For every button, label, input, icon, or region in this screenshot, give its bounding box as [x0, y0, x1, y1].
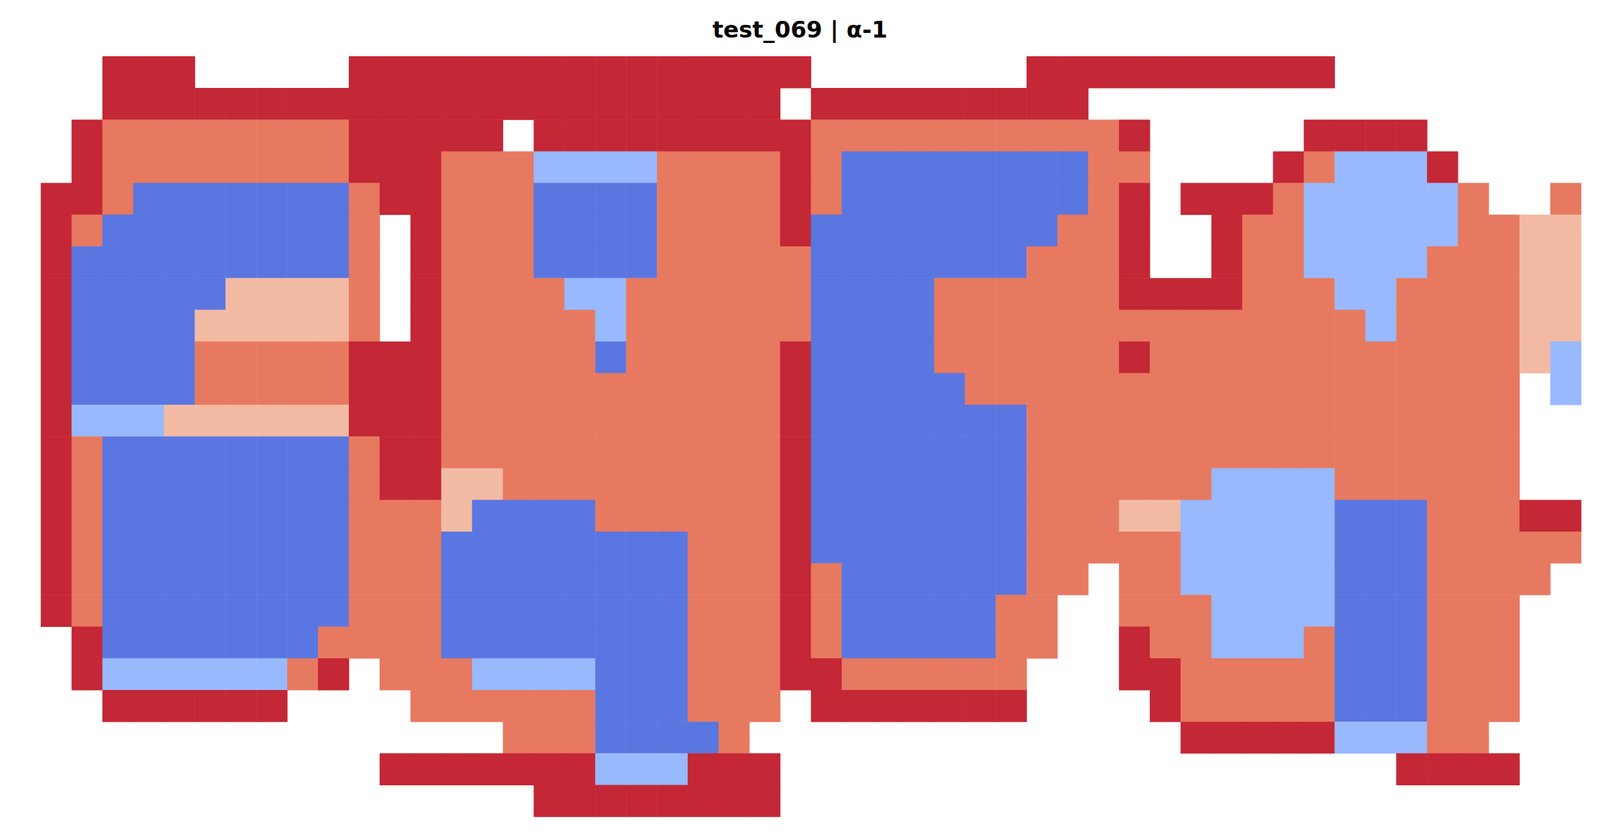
svg-text:test_069 | α-1: test_069 | α-1 [712, 16, 888, 43]
